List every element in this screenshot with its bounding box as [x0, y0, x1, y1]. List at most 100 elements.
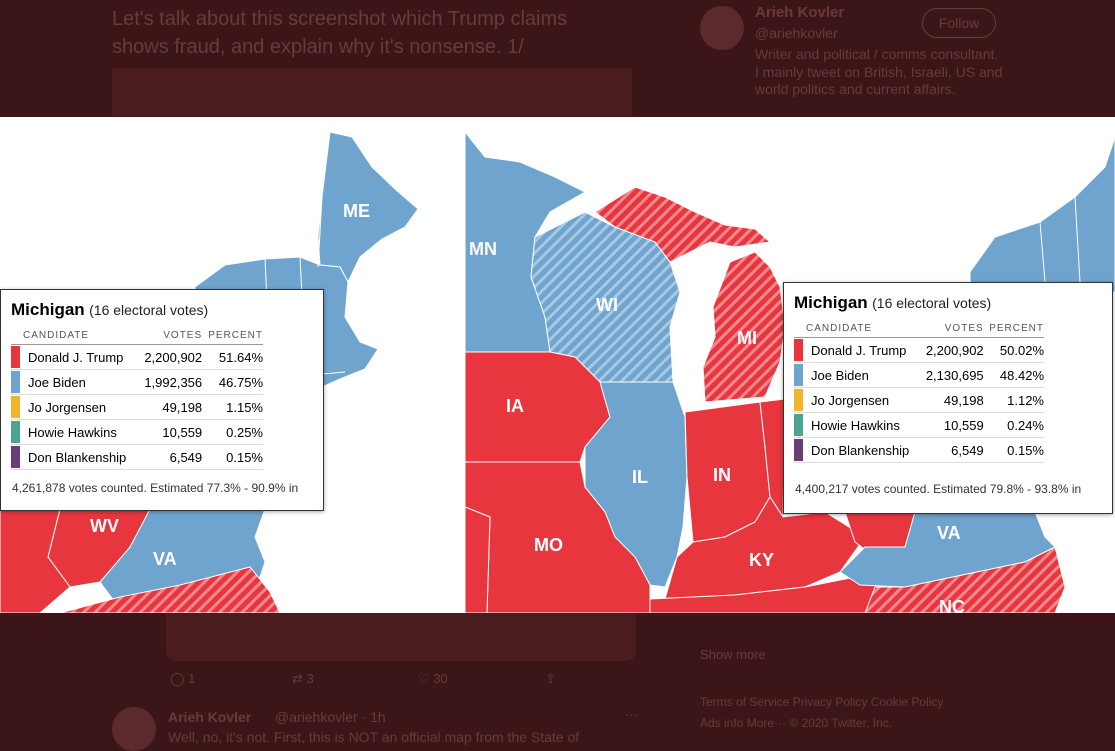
table-row: Jo Jorgensen 49,198 1.15%	[11, 394, 263, 420]
reply-count[interactable]: ◯ 1	[170, 671, 196, 686]
right-map-svg: MN WI MI IA IL IN MO KY VA NC	[465, 131, 1115, 613]
candidate-votes: 49,198	[920, 387, 984, 413]
more-options-icon[interactable]: ···	[625, 707, 638, 722]
table-row: Don Blankenship 6,549 0.15%	[11, 444, 263, 470]
candidate-name: Howie Hawkins	[803, 412, 920, 438]
candidate-votes: 6,549	[137, 444, 203, 470]
candidate-percent: 50.02%	[983, 337, 1044, 363]
map-label: MO	[534, 535, 563, 555]
state-north-carolina[interactable]	[864, 546, 1066, 613]
map-label: IA	[506, 396, 524, 416]
state-michigan-lower[interactable]	[702, 251, 786, 403]
table-row: Howie Hawkins 10,559 0.25%	[11, 419, 263, 445]
tweet-image-thumbnails	[112, 68, 632, 117]
reply-icon: ◯	[170, 671, 189, 686]
state-new-england-right[interactable]	[969, 136, 1115, 293]
candidate-name: Donald J. Trump	[803, 337, 920, 363]
like-count[interactable]: ♡ 30	[418, 671, 448, 686]
candidate-name: Joe Biden	[20, 369, 138, 395]
column-header-percent: PERCENT	[983, 323, 1044, 338]
footer-links[interactable]: Terms of Service Privacy Policy Cookie P…	[700, 695, 944, 709]
follow-button[interactable]: Follow	[922, 8, 996, 38]
candidate-percent: 46.75%	[202, 369, 263, 395]
table-row: Donald J. Trump 2,200,902 50.02%	[794, 337, 1044, 363]
reply-author[interactable]: Arieh Kovler	[168, 709, 252, 725]
avatar[interactable]	[112, 707, 156, 751]
column-header-votes: VOTES	[137, 330, 203, 345]
candidate-votes: 2,200,902	[920, 337, 984, 363]
state-name: Michigan	[794, 293, 868, 312]
profile-name[interactable]: Arieh Kovler	[755, 4, 845, 21]
candidate-name: Don Blankenship	[20, 444, 138, 470]
tweet-text-line: shows fraud, and explain why it's nonsen…	[112, 36, 524, 58]
right-results-popup: Michigan (16 electoral votes) CANDIDATE …	[783, 282, 1113, 514]
candidate-votes: 10,559	[137, 419, 203, 445]
profile-bio: Writer and political / comms consultant.…	[755, 46, 1003, 97]
column-header-candidate: CANDIDATE	[11, 330, 138, 345]
state-michigan-upper[interactable]	[594, 186, 772, 263]
footer-links[interactable]: Ads info More··· © 2020 Twitter, Inc.	[700, 716, 893, 730]
candidate-percent: 48.42%	[983, 362, 1044, 388]
party-swatch	[11, 346, 20, 368]
table-row: Don Blankenship 6,549 0.15%	[794, 437, 1044, 463]
results-table: CANDIDATE VOTES PERCENT Donald J. Trump …	[794, 323, 1044, 463]
map-label: IL	[632, 467, 648, 487]
results-table: CANDIDATE VOTES PERCENT Donald J. Trump …	[11, 330, 263, 470]
retweet-count[interactable]: ⇄ 3	[292, 671, 314, 686]
party-swatch	[794, 339, 803, 361]
map-label: VA	[153, 549, 177, 569]
avatar[interactable]	[700, 6, 744, 50]
candidate-votes: 6,549	[920, 437, 984, 463]
column-header-candidate: CANDIDATE	[794, 323, 920, 338]
map-label: MN	[469, 239, 497, 259]
candidate-votes: 1,992,356	[137, 369, 203, 395]
retweet-icon: ⇄	[292, 671, 307, 686]
candidate-name: Jo Jorgensen	[20, 394, 138, 420]
party-swatch	[11, 421, 20, 443]
state-north-carolina[interactable]	[59, 566, 281, 613]
column-header-votes: VOTES	[920, 323, 984, 338]
popup-title: Michigan (16 electoral votes)	[794, 293, 991, 313]
dimmed-tweet-header: Let's talk about this screenshot which T…	[0, 0, 1115, 117]
map-label: WI	[596, 295, 618, 315]
state-maine[interactable]	[317, 131, 419, 284]
map-label: KY	[749, 550, 774, 570]
reply-handle[interactable]: @ariehkovler · 1h	[275, 709, 386, 725]
candidate-name: Donald J. Trump	[20, 344, 138, 370]
candidate-votes: 2,200,902	[137, 344, 203, 370]
state-lines	[1039, 196, 1081, 283]
votes-counted-footer: 4,261,878 votes counted. Estimated 77.3%…	[12, 481, 299, 495]
candidate-name: Don Blankenship	[803, 437, 920, 463]
left-results-popup: Michigan (16 electoral votes) CANDIDATE …	[0, 289, 324, 511]
candidate-percent: 0.25%	[202, 419, 263, 445]
show-more-link[interactable]: Show more	[700, 647, 766, 662]
column-header-percent: PERCENT	[202, 330, 263, 345]
share-icon[interactable]: ⇪	[545, 671, 556, 686]
party-swatch	[794, 364, 803, 386]
candidate-percent: 1.15%	[202, 394, 263, 420]
candidate-votes: 49,198	[137, 394, 203, 420]
party-swatch	[11, 446, 20, 468]
map-label: NC	[939, 597, 965, 613]
tweet-text-line: Let's talk about this screenshot which T…	[112, 8, 568, 30]
candidate-votes: 10,559	[920, 412, 984, 438]
candidate-votes: 2,130,695	[920, 362, 984, 388]
map-label: MI	[737, 328, 757, 348]
candidate-name: Jo Jorgensen	[803, 387, 920, 413]
candidate-percent: 0.15%	[202, 444, 263, 470]
party-swatch	[11, 396, 20, 418]
candidate-percent: 1.12%	[983, 387, 1044, 413]
party-swatch	[794, 439, 803, 461]
heart-icon: ♡	[418, 671, 434, 686]
votes-counted-footer: 4,400,217 votes counted. Estimated 79.8%…	[795, 482, 1082, 496]
table-row: Donald J. Trump 2,200,902 51.64%	[11, 344, 263, 370]
table-row: Howie Hawkins 10,559 0.24%	[794, 412, 1044, 438]
candidate-name: Howie Hawkins	[20, 419, 138, 445]
state-name: Michigan	[11, 300, 85, 319]
popup-title: Michigan (16 electoral votes)	[11, 300, 208, 320]
map-label: VA	[937, 523, 961, 543]
profile-handle[interactable]: @ariehkovler	[755, 25, 838, 41]
tweet-image-thumbnails	[166, 613, 636, 661]
reply-text: Well, no, it's not. First, this is NOT a…	[168, 729, 580, 745]
state-kansas-edge[interactable]	[465, 506, 491, 613]
